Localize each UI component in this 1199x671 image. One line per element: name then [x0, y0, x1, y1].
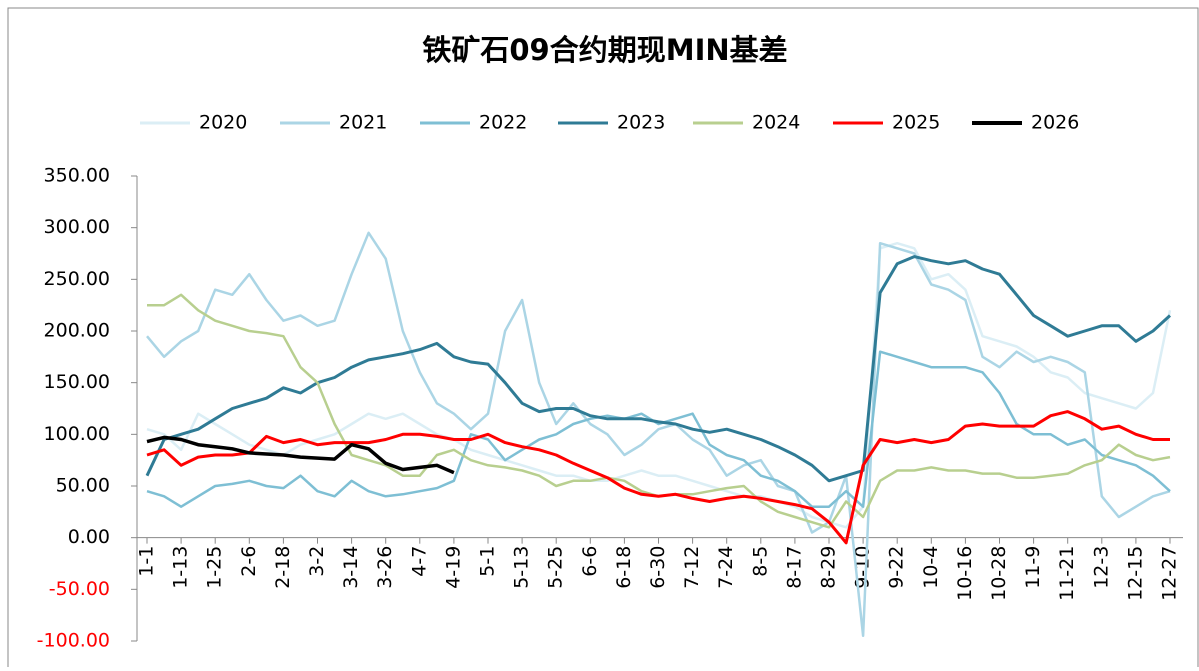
x-tick-label: 1-13 [170, 546, 192, 589]
x-tick-label: 6-18 [613, 546, 635, 589]
legend-label: 2021 [339, 112, 387, 134]
x-tick-label: 8-29 [818, 546, 840, 589]
x-tick-label: 10-4 [920, 546, 942, 589]
x-tick-label: 1-1 [136, 546, 158, 577]
y-tick-label: -100.00 [37, 630, 110, 652]
x-tick-label: 7-12 [681, 546, 703, 589]
x-tick-label: 12-3 [1090, 546, 1112, 589]
y-tick-label: 250.00 [44, 268, 110, 290]
x-tick-label: 5-1 [477, 546, 499, 577]
x-tick-label: 4-7 [408, 546, 430, 577]
x-tick-label: 11-21 [1056, 546, 1078, 601]
x-tick-label: 10-16 [954, 546, 976, 601]
legend-label: 2024 [752, 112, 800, 134]
y-tick-label: 100.00 [44, 423, 110, 445]
x-tick-label: 8-5 [749, 546, 771, 577]
series-line [146, 350, 1171, 508]
legend-label: 2025 [892, 112, 940, 134]
series-line [146, 231, 1171, 638]
series-line [146, 241, 1172, 529]
legend-label: 2020 [199, 112, 247, 134]
legend-label: 2023 [617, 112, 665, 134]
x-tick-label: 6-6 [579, 546, 601, 577]
legend-label: 2022 [479, 112, 527, 134]
x-tick-label: 8-17 [783, 546, 805, 589]
x-tick-label: 2-18 [272, 546, 294, 589]
chart-title: 铁矿石09合约期现MIN基差 [422, 33, 787, 67]
x-tick-label: 5-13 [511, 546, 533, 589]
y-tick-label: 350.00 [44, 165, 110, 187]
x-tick-label: 9-22 [886, 546, 908, 589]
chart-frame [7, 7, 1199, 671]
legend-label: 2026 [1031, 112, 1079, 134]
x-tick-label: 3-2 [306, 546, 328, 577]
x-tick-label: 10-28 [988, 546, 1010, 601]
x-tick-label: 1-25 [204, 546, 226, 589]
x-tick-label: 4-19 [442, 546, 464, 589]
series-line [146, 435, 455, 475]
y-tick-label: 300.00 [44, 216, 110, 238]
x-tick-label: 11-9 [1022, 546, 1044, 589]
y-tick-label: 0.00 [68, 526, 110, 548]
y-tick-label: 50.00 [56, 475, 110, 497]
y-tick-label: 150.00 [44, 371, 110, 393]
y-tick-label: 200.00 [44, 320, 110, 342]
y-tick-label: -50.00 [49, 578, 110, 600]
series-line [146, 410, 1170, 545]
x-tick-label: 3-14 [340, 546, 362, 589]
x-tick-label: 12-27 [1159, 546, 1181, 601]
x-tick-label: 6-30 [647, 546, 669, 589]
x-tick-label: 5-25 [545, 546, 567, 589]
x-tick-label: 3-26 [374, 546, 396, 589]
x-tick-label: 2-6 [238, 546, 260, 577]
x-tick-label: 7-24 [715, 546, 737, 589]
x-tick-label: 12-15 [1124, 546, 1146, 601]
